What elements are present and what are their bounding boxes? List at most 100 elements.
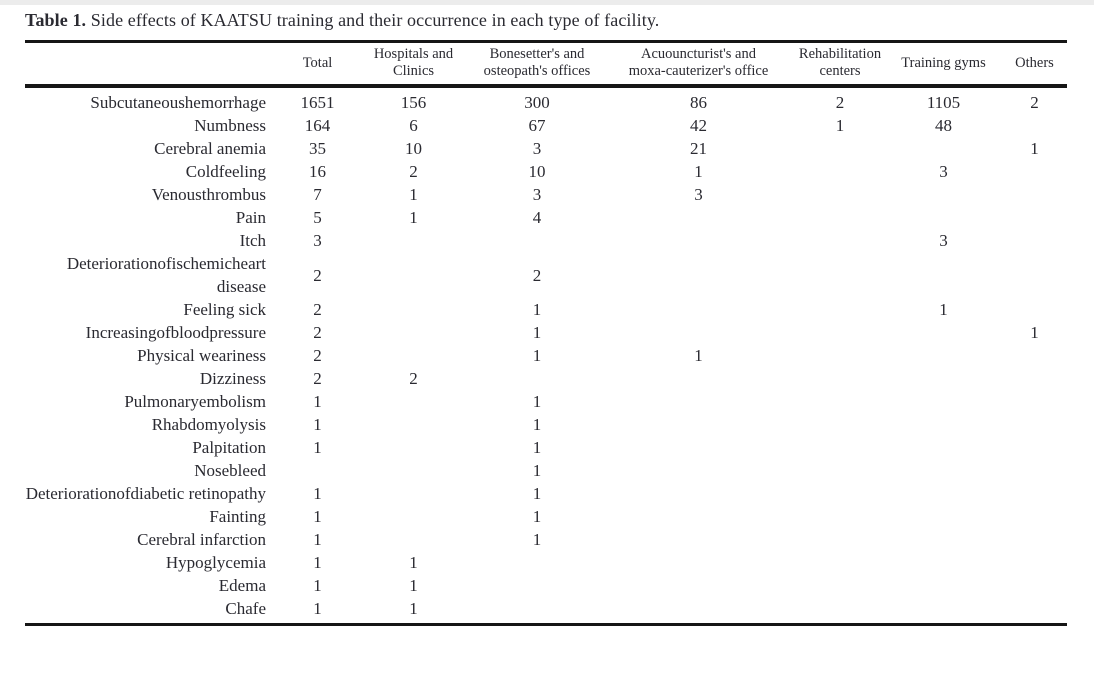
cell-value [795,206,885,229]
cell-value [795,252,885,298]
cell-value: 1 [532,530,542,549]
cell-value: 1 [409,185,418,204]
cell-value: 1 [532,484,542,503]
cell-value: 2 [835,93,845,112]
cell-value [885,436,1002,459]
cell-value [1002,252,1067,298]
cell-value [355,413,472,436]
row-label: Pulmonaryembolism [124,392,266,411]
cell-value [885,459,1002,482]
cell-value [602,367,795,390]
cell-value: 1 [313,507,322,526]
cell-value: 2 [409,162,418,181]
row-label: Hypoglycemia [165,553,266,572]
cell-value [472,574,602,597]
cell-value [602,436,795,459]
cell-value [795,160,885,183]
cell-value [795,574,885,597]
cell-value [1002,229,1067,252]
cell-value: 300 [524,93,550,112]
cell-value [355,344,472,367]
cell-value [602,574,795,597]
cell-value: 10 [405,139,422,158]
cell-value [885,206,1002,229]
cell-value: 1 [532,300,542,319]
column-header-total: Total [280,42,355,87]
cell-value [885,321,1002,344]
cell-value [795,413,885,436]
cell-value [885,390,1002,413]
cell-value: 2 [313,323,322,342]
column-header-rehabilitation-centers: Rehabilitation centers [795,42,885,87]
cell-value [795,597,885,625]
cell-value [1002,160,1067,183]
table-row: Itch 3 3 [25,229,1067,252]
table-row: Palpitation 1 1 [25,436,1067,459]
row-label: Subcutaneoushemorrhage [90,93,266,112]
cell-value: 1 [313,553,322,572]
cell-value: 1 [532,392,542,411]
column-header-line: Others [1015,54,1054,71]
cell-value: 1 [313,530,322,549]
cell-value [885,551,1002,574]
cell-value [1002,114,1067,137]
cell-value [795,344,885,367]
column-header-row-labels [25,42,280,87]
row-label: Dizziness [199,369,266,388]
cell-value: 3 [694,185,703,204]
cell-value: 1105 [926,93,961,112]
cell-value [355,321,472,344]
cell-value [885,528,1002,551]
column-header-line: Total [302,54,333,71]
cell-value: 1 [532,438,542,457]
column-header-line: Clinics [392,63,435,79]
cell-value: 1651 [300,93,335,112]
cell-value [1002,183,1067,206]
side-effects-table: Total Hospitals and Clinics Bonesetter's an… [25,40,1067,626]
cell-value: 1 [313,392,322,411]
table-caption: Table 1. Side effects of KAATSU training… [25,9,1070,31]
cell-value: 2 [313,369,322,388]
cell-value: 3 [313,231,322,250]
cell-value [1002,436,1067,459]
cell-value [1002,482,1067,505]
row-label: Fainting [209,507,266,526]
table-row: Edema 1 1 [25,574,1067,597]
row-label: Numbness [194,116,266,135]
cell-value [602,321,795,344]
cell-value [472,229,602,252]
header-row: Total Hospitals and Clinics Bonesetter's an… [25,41,1067,87]
table-row: Cerebral infarction 1 1 [25,528,1067,551]
cell-value: 1 [532,461,542,480]
row-label: Increasingofbloodpressure [85,323,266,342]
table-body: Subcutaneoushemorrhage 1651 156 300 86 2 1105 2… [25,86,1067,625]
row-label: Edema [218,576,266,595]
cell-value: 1 [939,300,948,319]
column-header-hospitals-and-clinics: Hospitals and Clinics [355,42,472,87]
cell-value: 1 [532,323,542,342]
row-label: Feeling sick [183,300,266,319]
cell-value [1002,206,1067,229]
cell-value: 42 [690,116,707,135]
cell-value [1002,459,1067,482]
cell-value [795,298,885,321]
column-header-training-gyms: Training gyms [885,42,1002,87]
row-label: Cerebral anemia [154,139,266,158]
cell-value [602,390,795,413]
table-row: Deteriorationofdiabetic retinopathy 1 1 [25,482,1067,505]
column-header-line: moxa-cauterizer's office [628,63,769,79]
row-label: Nosebleed [194,461,266,480]
cell-value [602,229,795,252]
cell-value: 2 [313,300,322,319]
table-row: Rhabdomyolysis 1 1 [25,413,1067,436]
cell-value: 1 [1030,139,1039,158]
cell-value [795,551,885,574]
cell-value: 10 [528,162,546,181]
table-header: Total Hospitals and Clinics Bonesetter's an… [25,41,1067,87]
row-label: Palpitation [192,438,266,457]
cell-value [355,436,472,459]
cell-value: 164 [304,116,331,135]
cell-value [355,390,472,413]
cell-value: 86 [690,93,707,112]
table-row: Physical weariness 2 1 1 [25,344,1067,367]
